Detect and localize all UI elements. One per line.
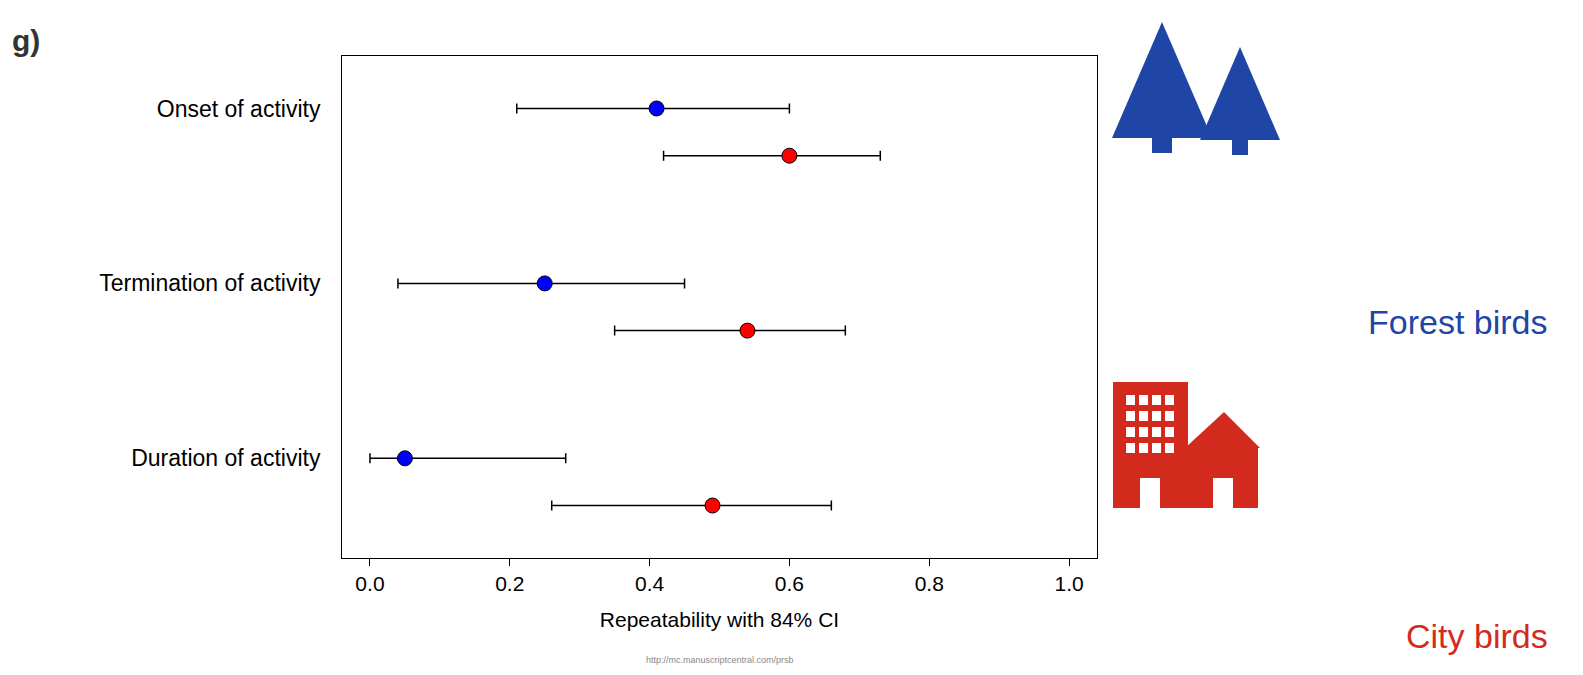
svg-text:City birds: City birds: [1406, 617, 1548, 655]
svg-text:http://mc.manuscriptcentral.co: http://mc.manuscriptcentral.com/prsb: [646, 655, 794, 665]
svg-text:Onset of activity: Onset of activity: [157, 96, 321, 122]
svg-text:Duration of activity: Duration of activity: [131, 445, 321, 471]
svg-text:0.8: 0.8: [915, 572, 944, 595]
svg-text:g): g): [12, 24, 40, 57]
svg-text:0.4: 0.4: [635, 572, 665, 595]
svg-text:1.0: 1.0: [1054, 572, 1083, 595]
svg-text:0.0: 0.0: [355, 572, 384, 595]
svg-text:Forest birds: Forest birds: [1368, 303, 1548, 341]
svg-text:Repeatability with 84% CI: Repeatability with 84% CI: [600, 608, 839, 631]
svg-text:0.2: 0.2: [495, 572, 524, 595]
svg-text:Termination of activity: Termination of activity: [99, 270, 321, 296]
svg-text:0.6: 0.6: [775, 572, 804, 595]
